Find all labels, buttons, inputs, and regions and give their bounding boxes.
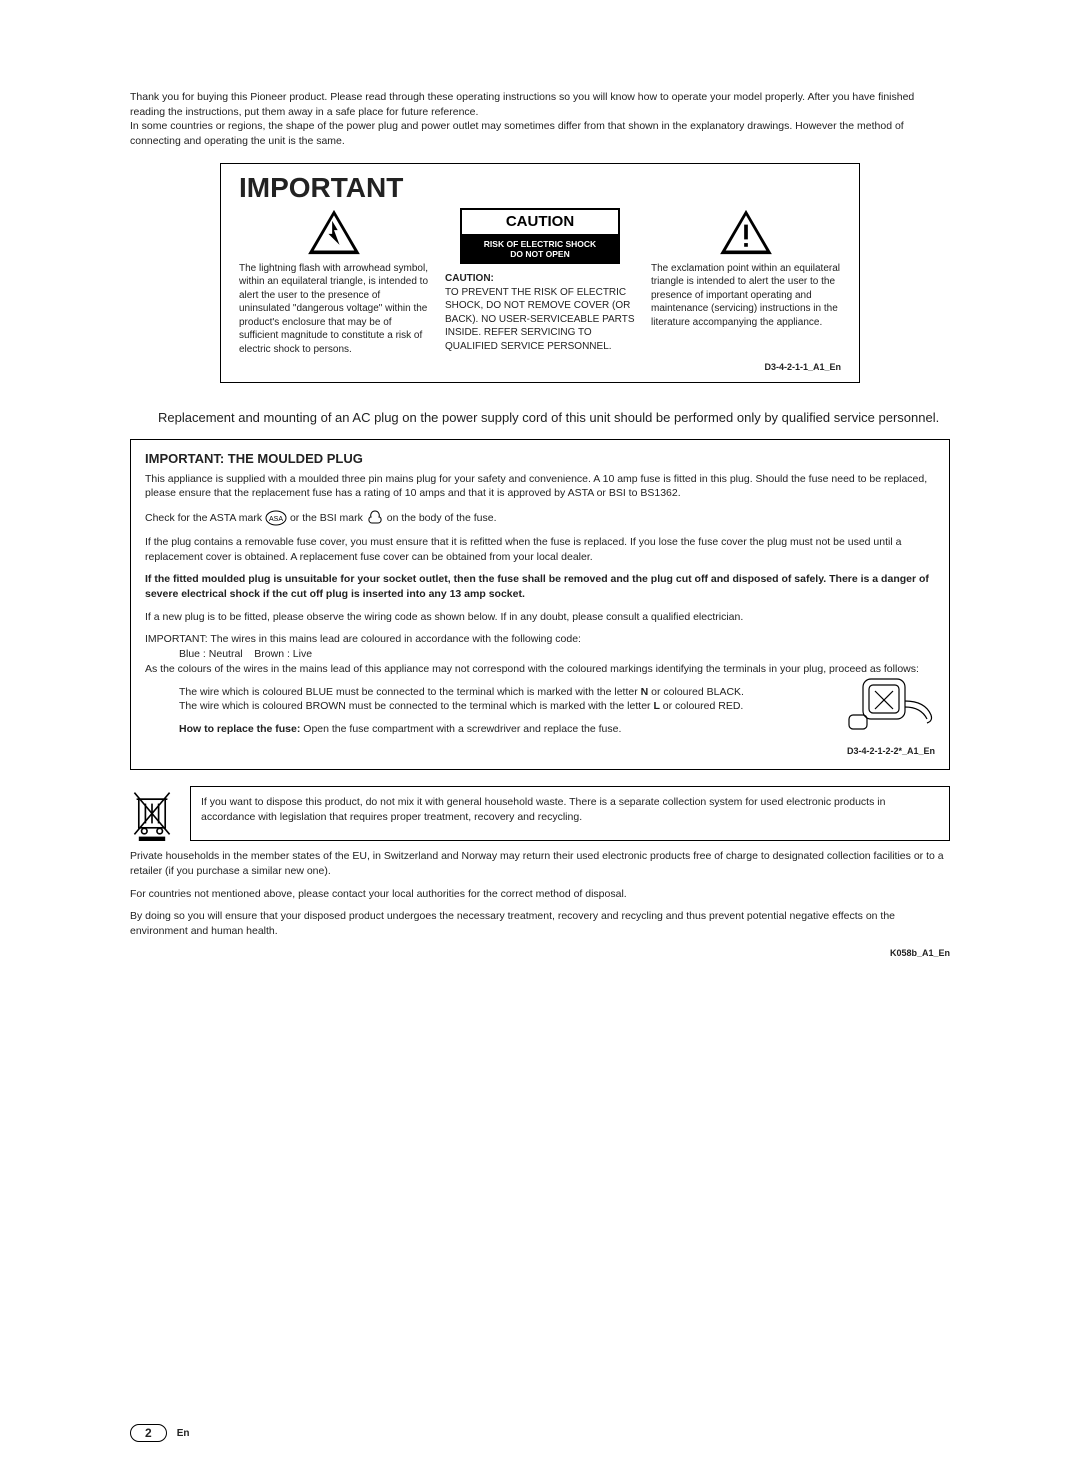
moulded-p8: The wire which is coloured BLUE must be … — [179, 685, 935, 700]
svg-text:ASA: ASA — [269, 516, 283, 523]
caution-bot2: DO NOT OPEN — [510, 249, 570, 259]
page-lang: En — [177, 1428, 190, 1439]
moulded-p6-indent: Blue : Neutral Brown : Live — [179, 647, 935, 662]
moulded-p3: If the plug contains a removable fuse co… — [145, 535, 935, 564]
moulded-box: IMPORTANT: THE MOULDED PLUG This applian… — [130, 439, 950, 770]
moulded-p4: If the fitted moulded plug is unsuitable… — [145, 572, 935, 601]
moulded-ref: D3-4-2-1-2-2*_A1_En — [145, 745, 935, 758]
disposal-p1: Private households in the member states … — [130, 849, 950, 878]
col-right-text: The exclamation point within an equilate… — [651, 263, 840, 328]
post-disposal: Private households in the member states … — [130, 849, 950, 959]
intro-p2: In some countries or regions, the shape … — [130, 120, 904, 147]
important-ref: D3-4-2-1-1_A1_En — [239, 362, 841, 372]
mid-note: Replacement and mounting of an AC plug o… — [158, 409, 950, 427]
caution-hdr: CAUTION: — [445, 273, 494, 284]
col-center: CAUTION RISK OF ELECTRIC SHOCK DO NOT OP… — [445, 208, 635, 357]
important-box: IMPORTANT The lightning flash with arrow… — [220, 163, 860, 384]
col-right: The exclamation point within an equilate… — [651, 208, 841, 357]
caution-bot1: RISK OF ELECTRIC SHOCK — [484, 239, 596, 249]
plug-icon — [835, 671, 935, 741]
col-left: The lightning flash with arrowhead symbo… — [239, 208, 429, 357]
disposal-ref: K058b_A1_En — [130, 947, 950, 960]
moulded-p1: This appliance is supplied with a moulde… — [145, 472, 935, 501]
disposal-row: If you want to dispose this product, do … — [130, 786, 950, 841]
disposal-box: If you want to dispose this product, do … — [190, 786, 950, 841]
disposal-p3: By doing so you will ensure that your di… — [130, 909, 950, 938]
asta-mark-icon: ASA — [265, 510, 287, 526]
page-footer: 2 En — [130, 1424, 189, 1442]
moulded-heading: IMPORTANT: THE MOULDED PLUG — [145, 450, 935, 468]
moulded-p7: As the colours of the wires in the mains… — [145, 662, 935, 677]
moulded-p10: How to replace the fuse: Open the fuse c… — [179, 722, 935, 737]
page-number: 2 — [130, 1424, 167, 1442]
col-left-text: The lightning flash with arrowhead symbo… — [239, 263, 428, 355]
weee-bin-icon — [130, 786, 174, 841]
moulded-p5: If a new plug is to be fitted, please ob… — [145, 610, 935, 625]
moulded-p6: IMPORTANT: The wires in this mains lead … — [145, 632, 935, 647]
caution-top: CAUTION — [462, 210, 618, 236]
col-center-text: TO PREVENT THE RISK OF ELECTRIC SHOCK, D… — [445, 287, 635, 352]
exclamation-triangle-icon — [718, 208, 774, 256]
bsi-mark-icon — [366, 509, 384, 527]
caution-label: CAUTION RISK OF ELECTRIC SHOCK DO NOT OP… — [460, 208, 620, 265]
moulded-p2: Check for the ASTA mark ASA or the BSI m… — [145, 509, 935, 527]
lightning-triangle-icon — [306, 208, 362, 256]
disposal-p2: For countries not mentioned above, pleas… — [130, 887, 950, 902]
moulded-p9: The wire which is coloured BROWN must be… — [179, 699, 935, 714]
intro-text: Thank you for buying this Pioneer produc… — [130, 90, 950, 149]
intro-p1: Thank you for buying this Pioneer produc… — [130, 91, 914, 118]
important-heading: IMPORTANT — [239, 172, 841, 204]
